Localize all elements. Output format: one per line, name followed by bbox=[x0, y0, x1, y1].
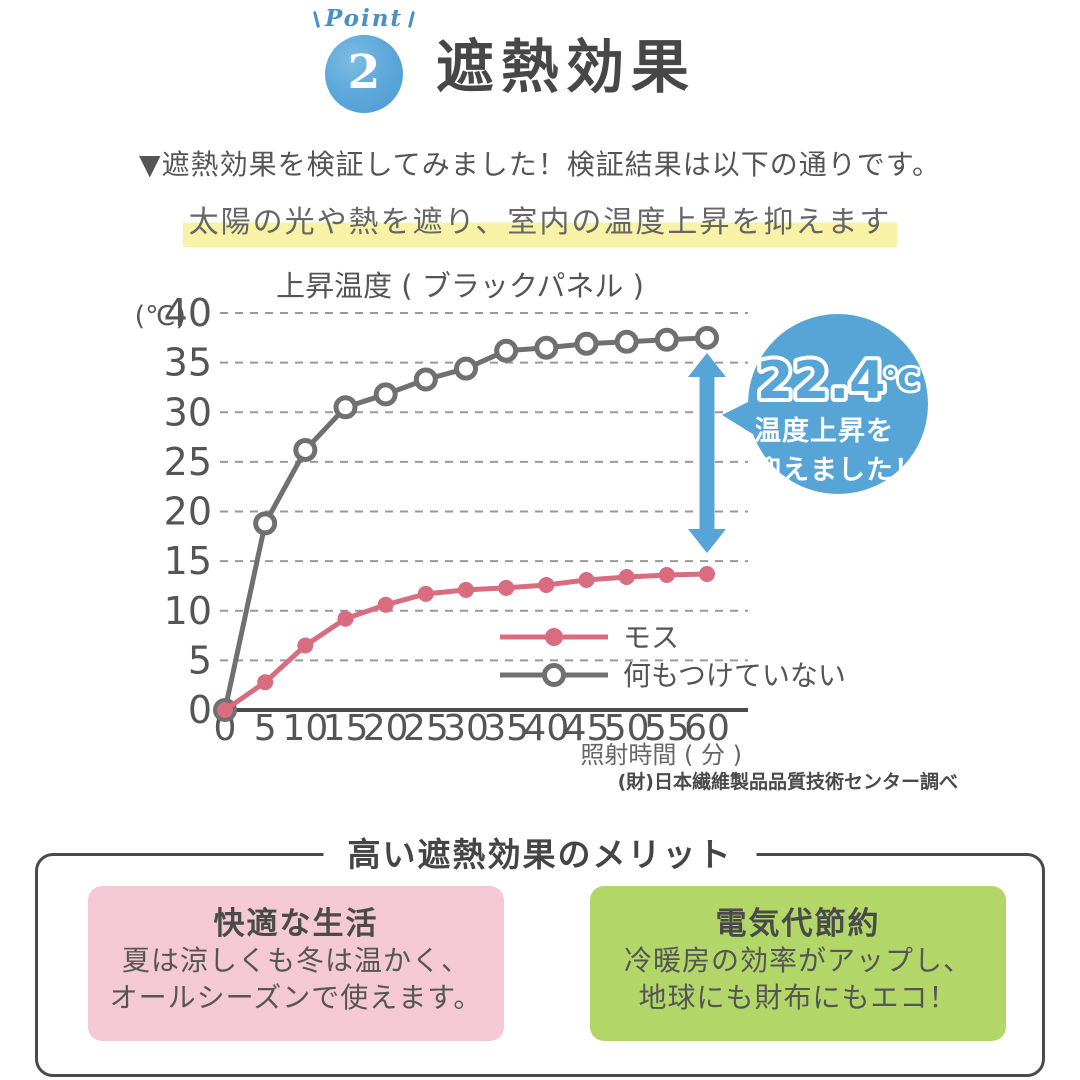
legend-marker bbox=[545, 628, 563, 646]
series-marker bbox=[654, 327, 679, 352]
merit-card-title: 電気代節約 bbox=[715, 906, 881, 942]
series-marker bbox=[417, 585, 434, 602]
merits-title: 高い遮熱効果のメリット bbox=[323, 832, 757, 878]
delta-unit: ℃ bbox=[883, 363, 919, 398]
delta-value: 22.4 bbox=[757, 351, 885, 408]
x-tick-label: 50 bbox=[604, 708, 650, 749]
y-tick-label: 0 bbox=[188, 688, 212, 732]
bubble-caption: 温度上昇を 抑えました！ bbox=[754, 412, 922, 490]
y-tick-label: 40 bbox=[164, 291, 212, 335]
x-tick-label: 20 bbox=[363, 708, 409, 749]
x-axis-label: 照射時間 ( 分 ) bbox=[580, 741, 742, 769]
series-marker bbox=[498, 579, 515, 596]
x-tick-label: 30 bbox=[443, 708, 489, 749]
delta-arrow bbox=[688, 353, 726, 553]
series-marker bbox=[377, 596, 394, 613]
highlight-text: 太陽の光や熱を遮り、室内の温度上昇を抑えます bbox=[182, 205, 898, 247]
series-marker bbox=[413, 367, 438, 392]
page-title: 遮熱効果 bbox=[436, 33, 697, 101]
arrow-down-head-icon bbox=[688, 529, 726, 553]
point-badge: Point 2 bbox=[312, 5, 416, 113]
legend-label: モス bbox=[623, 621, 679, 654]
series-marker bbox=[695, 325, 719, 350]
callout-bubble: 22.4 ℃ 温度上昇を 抑えました！ bbox=[722, 314, 928, 494]
x-tick-label: 45 bbox=[564, 708, 610, 749]
header: Point 2 遮熱効果 bbox=[312, 5, 697, 113]
merits-section: 高い遮熱効果のメリット 快適な生活 夏は涼しくも冬は温かく、 オールシーズンで使… bbox=[35, 832, 1045, 1077]
merit-card-line: 冷暖房の効率がアップし、 bbox=[623, 944, 972, 977]
intro-text: ▼遮熱効果を検証してみました！検証結果は以下の通りです。 bbox=[139, 148, 941, 181]
y-tick-label: 5 bbox=[188, 638, 212, 682]
highlight-row: 太陽の光や熱を遮り、室内の温度上昇を抑えます bbox=[0, 197, 1080, 247]
x-tick-label: 55 bbox=[644, 708, 690, 749]
series-marker bbox=[293, 437, 318, 462]
series-marker bbox=[534, 335, 559, 360]
point-number: 2 bbox=[347, 44, 381, 100]
legend-label: 何もつけていない bbox=[623, 659, 846, 692]
series-marker bbox=[253, 511, 278, 536]
merit-card-electricity: 電気代節約 冷暖房の効率がアップし、 地球にも財布にもエコ！ bbox=[590, 886, 1006, 1041]
x-tick-label: 15 bbox=[323, 708, 369, 749]
series-marker bbox=[618, 569, 635, 586]
series-marker bbox=[454, 356, 478, 381]
series-marker bbox=[538, 576, 555, 593]
bubble-tail-icon bbox=[722, 398, 756, 436]
series-marker bbox=[297, 637, 314, 654]
series-marker bbox=[494, 338, 519, 363]
point-bar-right-icon bbox=[408, 10, 416, 28]
x-tick-label: 5 bbox=[254, 708, 277, 749]
x-tick-label: 25 bbox=[403, 708, 449, 749]
y-axis-unit: (℃) bbox=[135, 301, 186, 332]
series-marker bbox=[699, 566, 715, 583]
chart-source: (財)日本繊維製品品質技術センター調べ bbox=[618, 770, 958, 793]
arrow-up-head-icon bbox=[688, 353, 726, 377]
chart-title: 上昇温度 ( ブラックパネル ) bbox=[276, 269, 644, 303]
y-tick-label: 35 bbox=[164, 341, 212, 385]
series-marker bbox=[658, 567, 675, 584]
series-marker bbox=[373, 382, 398, 407]
y-tick-label: 30 bbox=[164, 390, 212, 434]
series-marker bbox=[578, 571, 595, 588]
point-bar-left-icon bbox=[312, 10, 320, 28]
series-marker bbox=[614, 329, 639, 354]
merit-card-line: オールシーズンで使えます。 bbox=[109, 980, 483, 1014]
series-marker bbox=[337, 610, 354, 627]
y-tick-label: 25 bbox=[164, 440, 212, 484]
series-marker bbox=[333, 395, 358, 420]
point-label: Point bbox=[324, 5, 404, 32]
series-marker bbox=[574, 331, 599, 356]
point-label-row: Point bbox=[312, 5, 416, 32]
x-tick-label: 40 bbox=[523, 708, 569, 749]
y-tick-label: 10 bbox=[164, 589, 212, 633]
delta-value-group: 22.4 ℃ bbox=[755, 350, 921, 408]
series-marker bbox=[217, 702, 233, 718]
bubble-caption-line-2: 抑えました！ bbox=[754, 455, 922, 487]
point-number-circle: 2 bbox=[325, 35, 403, 113]
y-tick-label: 15 bbox=[164, 539, 212, 583]
merit-card-title: 快適な生活 bbox=[213, 906, 379, 942]
x-tick-label: 10 bbox=[282, 708, 328, 749]
merit-card-comfort: 快適な生活 夏は涼しくも冬は温かく、 オールシーズンで使えます。 bbox=[88, 886, 504, 1041]
merit-card-line: 夏は涼しくも冬は温かく、 bbox=[121, 944, 470, 977]
bubble-caption-line-1: 温度上昇を bbox=[754, 416, 894, 447]
series-marker bbox=[257, 674, 274, 691]
merit-card-line: 地球にも財布にもエコ！ bbox=[638, 980, 958, 1014]
x-tick-label: 35 bbox=[483, 708, 529, 749]
x-tick-label: 60 bbox=[684, 708, 730, 749]
series-marker bbox=[458, 581, 474, 598]
y-tick-label: 20 bbox=[164, 490, 212, 534]
legend-marker bbox=[542, 663, 566, 687]
